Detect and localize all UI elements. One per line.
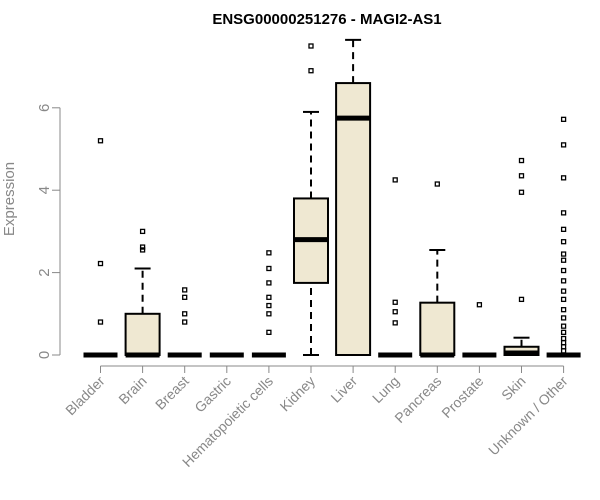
outlier-point	[392, 299, 398, 305]
x-tick-label: Brain	[115, 373, 149, 407]
outlier-point	[518, 296, 525, 303]
outlier-point	[266, 294, 272, 300]
outlier-point	[560, 348, 567, 354]
y-tick-label: 4	[36, 186, 53, 194]
box-group	[251, 250, 286, 358]
box-group	[83, 138, 118, 358]
box-group	[419, 181, 456, 358]
box	[124, 312, 161, 356]
outlier-point	[560, 142, 567, 148]
outlier-point	[266, 311, 272, 317]
y-tick-label: 2	[36, 268, 53, 276]
x-tick-label: Breast	[152, 373, 192, 413]
x-tick-label: Bladder	[62, 373, 108, 419]
y-axis: 0 2 4 6	[36, 104, 61, 359]
outlier-point	[266, 329, 272, 335]
outlier-point	[560, 116, 567, 122]
outlier-point	[560, 344, 567, 350]
outlier-point	[560, 296, 567, 303]
box-group	[167, 287, 202, 358]
y-tick-label: 0	[36, 351, 53, 359]
outlier-point	[139, 247, 146, 253]
outlier-point	[266, 265, 272, 272]
x-tick-label: Skin	[498, 373, 529, 404]
outlier-point	[266, 250, 272, 256]
chart-title: ENSG00000251276 - MAGI2-AS1	[212, 11, 441, 28]
outlier-point	[518, 189, 525, 195]
outlier-point	[97, 138, 104, 144]
outlier-point	[560, 315, 567, 321]
outlier-point	[560, 335, 567, 342]
outlier-point	[139, 228, 146, 235]
x-tick-label: Liver	[327, 373, 360, 406]
outlier-point	[560, 175, 567, 181]
x-tick-label: Unknown / Other	[485, 373, 571, 459]
box-group	[293, 43, 329, 356]
outlier-point	[560, 239, 567, 245]
x-tick-label: Pancreas	[391, 373, 444, 426]
box-group	[546, 116, 581, 358]
outlier-point	[560, 278, 567, 284]
box-group	[378, 177, 413, 358]
outlier-point	[308, 43, 314, 49]
outlier-point	[182, 287, 188, 293]
outlier-point	[560, 329, 567, 335]
x-tick-label: Prostate	[438, 373, 486, 421]
outlier-point	[560, 257, 567, 263]
outlier-point	[182, 319, 188, 325]
outlier-point	[182, 311, 188, 317]
box-group	[124, 228, 161, 358]
outlier-point	[518, 173, 525, 179]
outlier-point	[560, 288, 567, 294]
y-axis-label: Expression	[1, 162, 18, 236]
box	[335, 82, 372, 357]
outlier-point	[97, 319, 104, 325]
outlier-point	[560, 210, 567, 216]
outlier-point	[560, 339, 567, 346]
outlier-point	[560, 323, 567, 329]
outlier-point	[308, 68, 314, 74]
outlier-point	[518, 157, 525, 164]
outlier-point	[560, 251, 567, 257]
outlier-point	[266, 280, 272, 286]
outlier-point	[476, 302, 483, 308]
boxes-layer	[83, 38, 581, 358]
outlier-point	[182, 294, 188, 300]
box-group	[503, 157, 540, 357]
x-tick-label: Kidney	[277, 373, 319, 415]
outlier-point	[266, 302, 272, 309]
outlier-point	[392, 320, 398, 326]
outlier-point	[139, 244, 146, 250]
box	[419, 301, 456, 356]
outlier-point	[97, 260, 104, 267]
box-group	[335, 38, 372, 357]
outlier-point	[434, 181, 440, 187]
outlier-point	[560, 267, 567, 274]
outlier-point	[560, 226, 567, 232]
y-tick-label: 6	[36, 104, 53, 112]
x-tick-label: Lung	[369, 373, 402, 406]
box-group	[462, 302, 497, 358]
outlier-point	[560, 307, 567, 313]
outlier-point	[392, 177, 398, 183]
outlier-point	[392, 309, 398, 315]
